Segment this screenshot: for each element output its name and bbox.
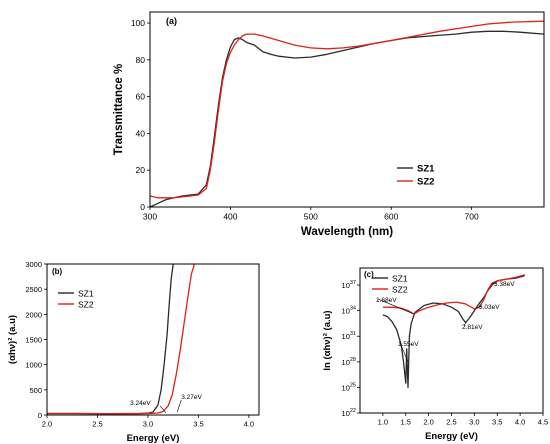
y-tick-label: 1034 bbox=[342, 306, 356, 316]
y-tick-label: 2000 bbox=[25, 310, 42, 319]
y-tick-label: 1025 bbox=[342, 382, 356, 392]
legend-label-sz1: SZ1 bbox=[417, 164, 435, 175]
annotation-label: 3.38eV bbox=[494, 281, 515, 288]
y-tick-label: 40 bbox=[136, 128, 146, 138]
annotation-label: 3.03eV bbox=[479, 304, 500, 311]
y-tick-label: 0 bbox=[140, 202, 145, 212]
x-tick-label: 2.5 bbox=[92, 420, 102, 429]
y-tick-label: 1000 bbox=[25, 361, 42, 370]
y-tick-exponent: 34 bbox=[350, 306, 356, 312]
annotation-pointer bbox=[475, 305, 482, 310]
y-tick-label: 1031 bbox=[342, 331, 356, 341]
y-tick-base: 10 bbox=[342, 281, 350, 290]
chart-panel-3: 1.0 1.5 2.0 2.5 3.0 3.5 4.0 4.51022102510281031… bbox=[322, 267, 548, 442]
series-line-sz2 bbox=[150, 20, 544, 199]
x-tick-label: 500 bbox=[304, 212, 318, 222]
plot-frame bbox=[359, 267, 544, 414]
y-tick-label: 2500 bbox=[25, 285, 42, 294]
series-line-sz2 bbox=[47, 264, 196, 415]
y-tick-label: 60 bbox=[136, 92, 146, 102]
x-tick-label: 2.0 bbox=[42, 420, 52, 429]
annotation-pointer bbox=[176, 399, 182, 413]
y-axis-title: ln (αhν)² (a.u) bbox=[322, 310, 333, 370]
x-axis-title: Energy (eV) bbox=[425, 431, 478, 442]
legend-label-sz1: SZ1 bbox=[392, 274, 408, 284]
y-tick-exponent: 25 bbox=[350, 382, 356, 388]
legend-label-sz2: SZ2 bbox=[417, 177, 434, 188]
x-tick-label: 4.5 bbox=[538, 418, 548, 427]
chart-panel-2: 2.0 2.5 3.0 3.5 4.0 0 500 1000 1500 2000 2500 3000 E… bbox=[7, 260, 260, 444]
panel-label: (b) bbox=[52, 267, 63, 276]
y-tick-base: 10 bbox=[342, 358, 350, 367]
y-tick-exponent: 22 bbox=[350, 408, 356, 414]
y-tick-label: 1022 bbox=[342, 408, 356, 418]
panel-label: (c) bbox=[364, 270, 374, 279]
y-tick-label: 0 bbox=[38, 411, 42, 420]
x-axis-title: Energy (eV) bbox=[127, 433, 180, 444]
x-tick-label: 400 bbox=[223, 212, 237, 222]
y-tick-exponent: 31 bbox=[350, 331, 356, 337]
annotation-label: 3.27eV bbox=[181, 394, 202, 401]
y-axis-title: (αhν)² (a.u) bbox=[7, 315, 18, 364]
series-line-sz2 bbox=[382, 274, 525, 315]
series-line-sz1 bbox=[150, 30, 544, 207]
x-tick-label: 3.5 bbox=[492, 418, 502, 427]
legend-label-sz1: SZ1 bbox=[78, 289, 94, 299]
x-tick-label: 1.5 bbox=[401, 418, 411, 427]
plot-frame bbox=[149, 11, 545, 208]
y-tick-exponent: 37 bbox=[350, 280, 356, 286]
y-tick-label: 1500 bbox=[25, 336, 42, 345]
x-tick-label: 1.0 bbox=[378, 418, 388, 427]
annotation-pointer bbox=[463, 322, 466, 327]
x-tick-label: 2.5 bbox=[446, 418, 456, 427]
y-axis-title: Transmittance % bbox=[113, 64, 125, 155]
annotation-label: 2.81eV bbox=[462, 324, 483, 331]
y-tick-base: 10 bbox=[342, 332, 350, 341]
x-tick-label: 3.0 bbox=[469, 418, 479, 427]
chart-panel-1: 300 400 500 600 700 0 20 40 60 80 100 Wavelength (n… bbox=[113, 11, 545, 238]
y-tick-label: 1028 bbox=[342, 357, 356, 367]
x-tick-label: 600 bbox=[384, 212, 398, 222]
y-tick-label: 100 bbox=[131, 18, 145, 28]
y-tick-exponent: 28 bbox=[350, 357, 356, 363]
x-tick-label: 3.0 bbox=[143, 420, 153, 429]
y-tick-label: 20 bbox=[136, 165, 146, 175]
annotation-pointer bbox=[159, 405, 167, 414]
legend-label-sz2: SZ2 bbox=[78, 300, 94, 310]
panel-label: (a) bbox=[166, 16, 177, 26]
y-tick-label: 3000 bbox=[25, 260, 42, 269]
y-tick-base: 10 bbox=[342, 383, 350, 392]
x-axis-title: Wavelength (nm) bbox=[301, 226, 393, 238]
annotation-pointer bbox=[377, 298, 415, 315]
y-tick-label: 500 bbox=[29, 386, 42, 395]
x-tick-label: 300 bbox=[143, 212, 157, 222]
plot-frame bbox=[46, 263, 260, 416]
x-tick-label: 4.0 bbox=[515, 418, 525, 427]
annotation-pointer bbox=[399, 342, 409, 362]
x-tick-label: 2.0 bbox=[423, 418, 433, 427]
annotation-label: 3.24eV bbox=[130, 400, 151, 407]
annotation-label: 1.68eV bbox=[376, 297, 397, 304]
y-tick-label: 1037 bbox=[342, 280, 356, 290]
annotation-label: 1.55eV bbox=[398, 341, 419, 348]
x-tick-label: 3.5 bbox=[193, 420, 203, 429]
legend-label-sz2: SZ2 bbox=[392, 285, 408, 295]
y-tick-label: 80 bbox=[136, 55, 146, 65]
y-tick-base: 10 bbox=[342, 307, 350, 316]
x-tick-label: 4.0 bbox=[244, 420, 254, 429]
series-line-sz1 bbox=[47, 264, 174, 415]
x-tick-label: 700 bbox=[465, 212, 479, 222]
y-tick-base: 10 bbox=[342, 409, 350, 418]
